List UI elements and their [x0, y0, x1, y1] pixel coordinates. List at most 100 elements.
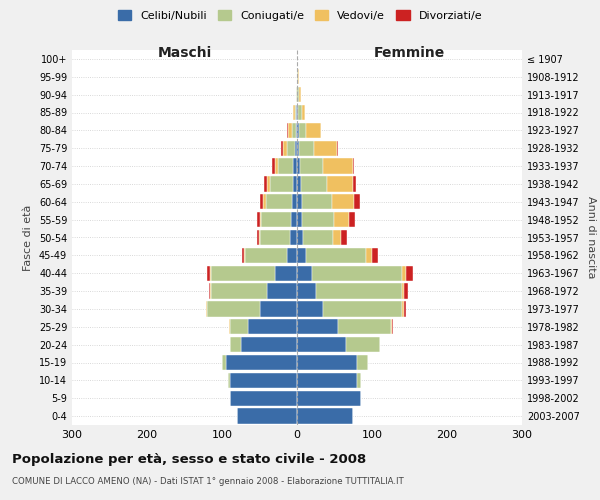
Bar [297, 105, 298, 120]
Bar [263, 194, 265, 210]
Bar [229, 373, 297, 388]
Text: Popolazione per età, sesso e stato civile - 2008: Popolazione per età, sesso e stato civil… [12, 452, 366, 466]
Bar [297, 248, 306, 263]
Bar [297, 390, 361, 406]
Bar [288, 123, 292, 138]
Bar [292, 194, 297, 210]
Bar [209, 284, 210, 298]
Bar [306, 248, 366, 263]
Bar [303, 230, 333, 245]
Bar [404, 284, 408, 298]
Bar [275, 266, 297, 281]
Bar [297, 319, 338, 334]
Y-axis label: Anni di nascita: Anni di nascita [586, 196, 596, 279]
Bar [287, 140, 295, 156]
Bar [353, 158, 354, 174]
Bar [229, 337, 241, 352]
Bar [297, 123, 299, 138]
Bar [297, 87, 299, 102]
Bar [210, 266, 211, 281]
Bar [295, 140, 297, 156]
Bar [392, 319, 393, 334]
Bar [297, 230, 303, 245]
Bar [228, 373, 229, 388]
Bar [297, 355, 357, 370]
Bar [323, 158, 353, 174]
Bar [297, 373, 357, 388]
Bar [242, 248, 244, 263]
Bar [287, 123, 288, 138]
Bar [260, 194, 263, 210]
Bar [211, 284, 267, 298]
Bar [291, 212, 297, 227]
Bar [297, 284, 316, 298]
Bar [229, 390, 297, 406]
Bar [293, 176, 297, 192]
Bar [257, 230, 259, 245]
Bar [205, 302, 206, 316]
Bar [353, 176, 355, 192]
Bar [267, 176, 270, 192]
Bar [260, 302, 297, 316]
Bar [297, 69, 298, 84]
Bar [357, 373, 361, 388]
Bar [281, 140, 283, 156]
Bar [229, 319, 248, 334]
Y-axis label: Fasce di età: Fasce di età [23, 204, 33, 270]
Bar [314, 140, 337, 156]
Bar [301, 176, 327, 192]
Bar [241, 337, 297, 352]
Bar [293, 158, 297, 174]
Bar [402, 302, 404, 316]
Bar [297, 266, 312, 281]
Bar [391, 319, 392, 334]
Bar [297, 408, 353, 424]
Bar [287, 248, 297, 263]
Bar [334, 212, 349, 227]
Bar [293, 105, 295, 120]
Bar [372, 248, 378, 263]
Bar [237, 408, 297, 424]
Bar [206, 302, 207, 316]
Bar [210, 284, 211, 298]
Bar [245, 248, 287, 263]
Bar [295, 105, 296, 120]
Bar [297, 194, 302, 210]
Bar [297, 176, 301, 192]
Bar [302, 194, 331, 210]
Bar [354, 194, 360, 210]
Bar [297, 212, 302, 227]
Bar [257, 212, 260, 227]
Bar [267, 284, 297, 298]
Bar [366, 248, 372, 263]
Bar [404, 302, 406, 316]
Bar [316, 284, 402, 298]
Bar [272, 158, 275, 174]
Bar [297, 140, 299, 156]
Bar [299, 140, 314, 156]
Bar [260, 230, 290, 245]
Bar [346, 337, 380, 352]
Bar [275, 158, 278, 174]
Bar [300, 158, 323, 174]
Bar [226, 355, 297, 370]
Bar [331, 194, 354, 210]
Bar [290, 230, 297, 245]
Bar [296, 87, 297, 102]
Bar [207, 266, 210, 281]
Bar [283, 140, 287, 156]
Bar [222, 355, 226, 370]
Bar [406, 266, 413, 281]
Bar [299, 87, 301, 102]
Bar [357, 355, 368, 370]
Bar [270, 176, 293, 192]
Bar [298, 105, 302, 120]
Bar [292, 123, 296, 138]
Bar [312, 266, 402, 281]
Bar [327, 176, 353, 192]
Bar [248, 319, 297, 334]
Bar [244, 248, 245, 263]
Bar [297, 158, 300, 174]
Bar [264, 176, 267, 192]
Bar [259, 230, 260, 245]
